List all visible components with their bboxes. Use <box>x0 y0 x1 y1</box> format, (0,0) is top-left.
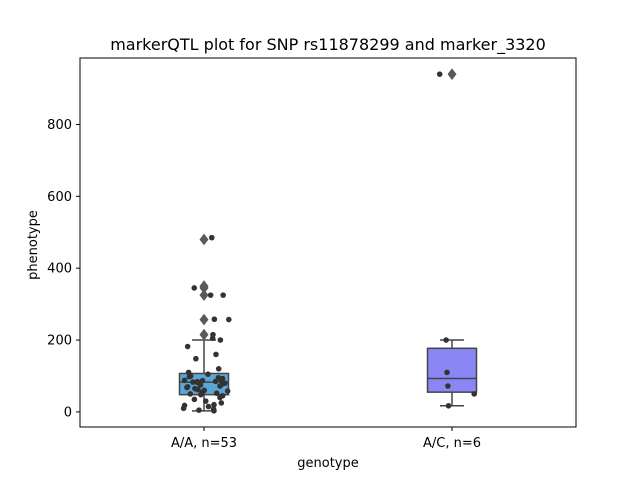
data-point <box>191 285 198 291</box>
data-point <box>220 292 226 298</box>
data-point <box>184 343 191 350</box>
data-point <box>193 355 199 362</box>
y-axis-label: phenotype <box>26 210 41 280</box>
data-point <box>225 316 232 323</box>
data-point <box>436 71 443 77</box>
x-axis-label: genotype <box>297 456 358 471</box>
y-tick-label: 400 <box>47 262 72 277</box>
data-point <box>190 379 196 385</box>
data-point <box>195 386 201 393</box>
data-point <box>218 376 224 383</box>
data-point <box>211 408 217 414</box>
data-point <box>198 391 204 398</box>
data-point <box>207 292 214 298</box>
x-tick-label: A/C, n=6 <box>423 436 481 451</box>
data-point <box>191 396 198 403</box>
data-point <box>443 337 449 343</box>
outlier-marker <box>199 233 209 246</box>
data-point <box>186 373 193 380</box>
data-point <box>205 371 211 377</box>
data-point <box>199 377 206 384</box>
plot-area: 0 200 400 600 800 A/A, n=53 A/C, n=6 <box>47 68 481 451</box>
outlier-marker <box>447 68 457 81</box>
data-point <box>213 351 219 358</box>
y-tick-label: 800 <box>47 118 72 133</box>
outlier-marker <box>199 280 209 293</box>
data-point <box>217 394 223 401</box>
x-tick-label: A/A, n=53 <box>171 436 237 451</box>
data-point <box>445 383 451 389</box>
data-point <box>196 407 202 413</box>
y-tick-label: 200 <box>47 334 72 349</box>
y-tick-label: 0 <box>64 405 72 420</box>
outlier-marker <box>199 289 209 301</box>
data-point <box>444 369 450 376</box>
data-point <box>445 403 452 409</box>
y-tick-label: 600 <box>47 190 72 205</box>
outlier-marker <box>199 328 209 341</box>
data-point <box>211 316 218 323</box>
data-point <box>217 337 224 343</box>
data-point <box>205 403 212 410</box>
data-point <box>209 335 216 342</box>
data-point <box>211 401 217 408</box>
data-point <box>180 405 187 412</box>
data-point <box>215 365 222 372</box>
data-point <box>202 398 209 404</box>
chart-title: markerQTL plot for SNP rs11878299 and ma… <box>110 35 546 55</box>
data-point <box>471 391 478 397</box>
data-point <box>218 400 225 406</box>
data-point <box>197 382 204 388</box>
data-point <box>184 384 190 391</box>
data-point <box>208 234 215 241</box>
outlier-marker <box>199 313 209 326</box>
data-point <box>213 390 220 397</box>
data-point <box>181 377 188 384</box>
data-point <box>224 388 231 394</box>
data-point <box>187 391 194 397</box>
box <box>426 347 478 393</box>
data-point <box>212 378 219 385</box>
plot-frame <box>79 57 577 428</box>
data-point <box>217 383 223 389</box>
